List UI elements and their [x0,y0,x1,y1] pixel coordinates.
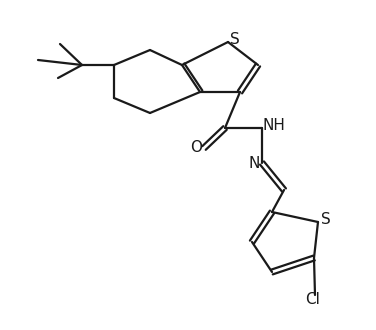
Text: O: O [190,141,202,155]
Text: N: N [248,156,260,172]
Text: S: S [321,213,331,227]
Text: S: S [230,32,240,48]
Text: Cl: Cl [306,292,320,308]
Text: NH: NH [262,118,285,134]
